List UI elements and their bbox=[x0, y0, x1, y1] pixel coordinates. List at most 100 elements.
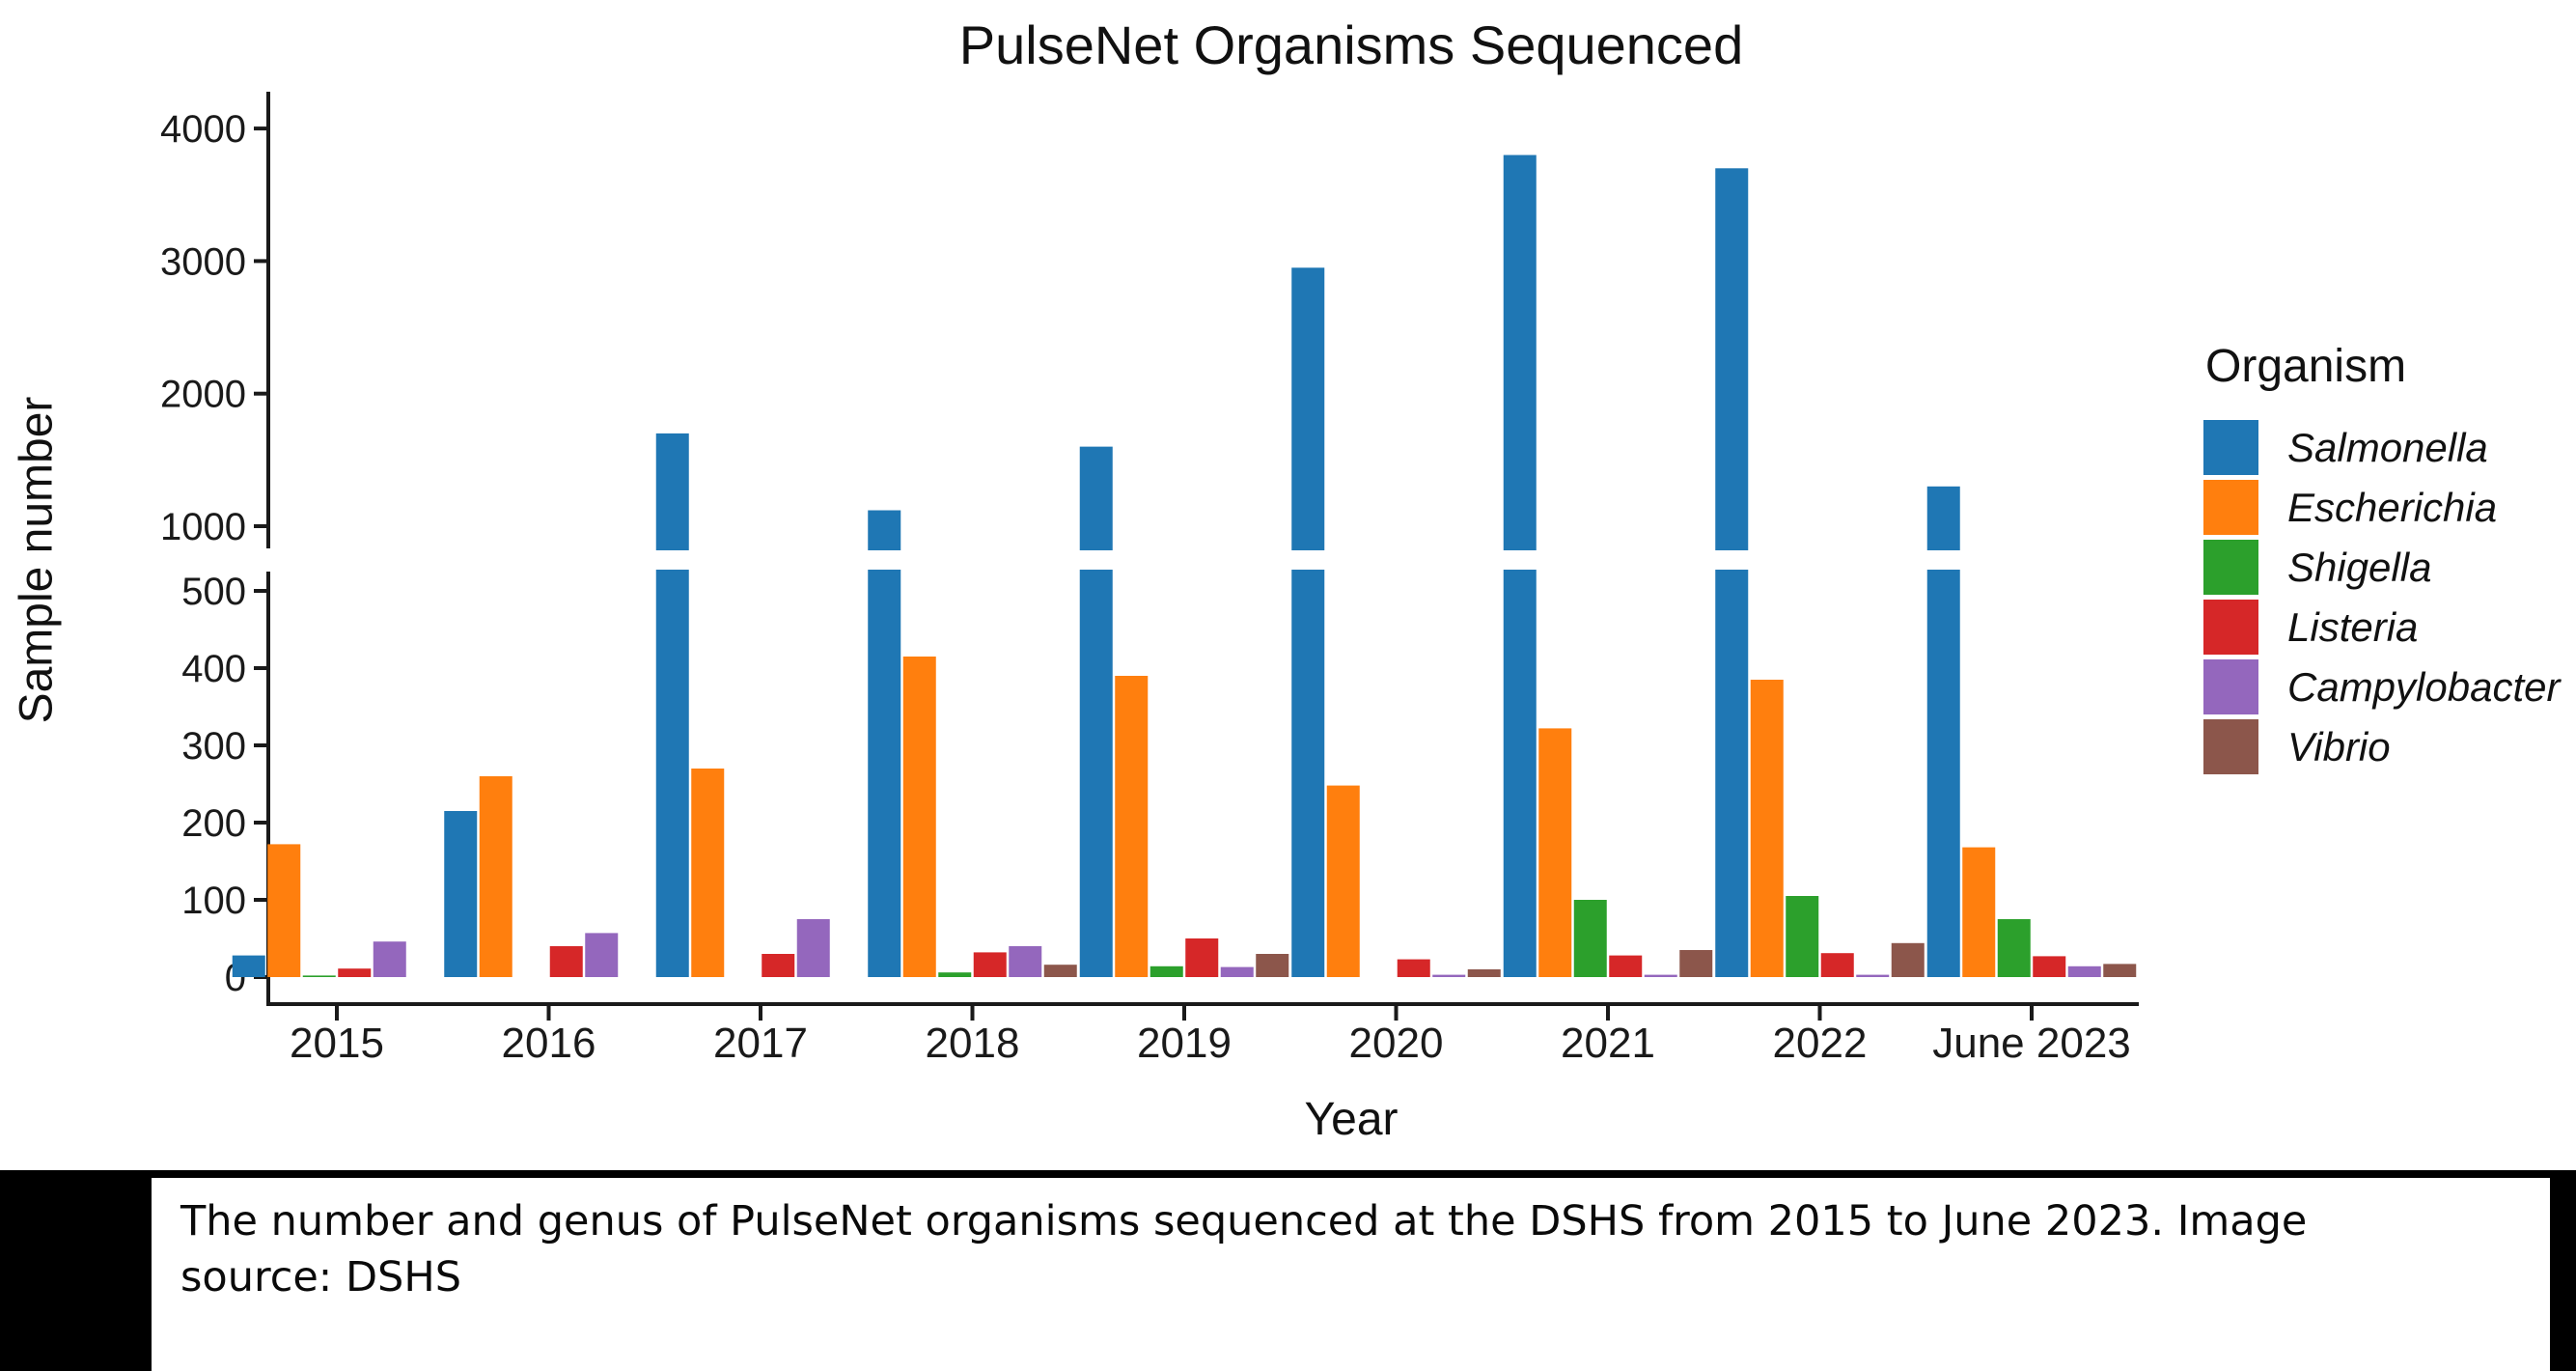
legend-label: Shigella bbox=[2287, 544, 2432, 590]
bar-escherichia-2022 bbox=[1750, 680, 1784, 977]
salmonella-swatch-icon bbox=[2203, 420, 2258, 475]
bar-campylobacter-2015 bbox=[373, 941, 406, 977]
y-tick-label: 3000 bbox=[160, 240, 246, 283]
escherichia-swatch-icon bbox=[2203, 480, 2258, 535]
bar-salmonella-2016 bbox=[444, 811, 478, 977]
bar-vibrio-2022 bbox=[1891, 942, 1925, 977]
legend-label: Vibrio bbox=[2287, 723, 2391, 769]
bar-shigella-2015 bbox=[302, 975, 336, 977]
bar-escherichia-2015 bbox=[267, 844, 301, 977]
bar-salmonella-2021-upper bbox=[1503, 154, 1537, 550]
bar-listeria-2016 bbox=[549, 946, 583, 977]
bar-escherichia-2018 bbox=[902, 657, 936, 977]
bar-campylobacter-2016 bbox=[585, 933, 619, 977]
bar-listeria-2021 bbox=[1609, 955, 1643, 977]
x-tick-label: June 2023 bbox=[1932, 1020, 2131, 1067]
bar-listeria-2020 bbox=[1397, 959, 1430, 977]
bar-salmonella-2015 bbox=[232, 955, 265, 977]
chart-title: PulseNet Organisms Sequenced bbox=[958, 14, 1744, 75]
bar-salmonella-2022-lower bbox=[1715, 570, 1749, 977]
y-axis-title: Sample number bbox=[11, 396, 63, 724]
bar-listeria-june-2023 bbox=[2033, 956, 2066, 977]
legend-list: Salmonella Escherichia Shigella Listeria… bbox=[2203, 420, 2570, 774]
shigella-swatch-icon bbox=[2203, 540, 2258, 595]
bar-salmonella-2019-upper bbox=[1079, 446, 1113, 550]
y-tick-label: 1000 bbox=[160, 506, 246, 548]
bar-salmonella-2017-lower bbox=[655, 570, 689, 977]
x-axis-title: Year bbox=[1304, 1094, 1399, 1145]
bar-salmonella-2019-lower bbox=[1079, 570, 1113, 977]
y-tick-label: 4000 bbox=[160, 108, 246, 151]
bar-campylobacter-2022 bbox=[1856, 974, 1890, 977]
bar-salmonella-2020-lower bbox=[1291, 570, 1325, 977]
bar-listeria-2019 bbox=[1185, 938, 1219, 977]
bar-vibrio-2018 bbox=[1043, 965, 1077, 977]
caption-text: The number and genus of PulseNet organis… bbox=[180, 1193, 2478, 1305]
bar-salmonella-2018-lower bbox=[868, 570, 901, 977]
legend-label: Listeria bbox=[2287, 603, 2419, 650]
legend-label: Salmonella bbox=[2287, 424, 2488, 470]
bar-shigella-2021 bbox=[1573, 900, 1607, 977]
y-tick-label: 400 bbox=[181, 648, 246, 690]
y-tick-label: 500 bbox=[181, 571, 246, 613]
bar-escherichia-2016 bbox=[479, 776, 512, 977]
y-tick-label: 2000 bbox=[160, 374, 246, 416]
campylobacter-swatch-icon bbox=[2203, 659, 2258, 714]
x-tick-label: 2016 bbox=[502, 1020, 596, 1067]
x-tick-label: 2022 bbox=[1773, 1020, 1868, 1067]
x-tick-label: 2015 bbox=[290, 1020, 384, 1067]
legend-title: Organism bbox=[2205, 341, 2407, 392]
bar-campylobacter-2021 bbox=[1644, 974, 1677, 977]
bar-escherichia-2017 bbox=[691, 769, 725, 977]
x-tick-label: 2019 bbox=[1137, 1020, 1232, 1067]
legend-item-listeria: Listeria bbox=[2203, 600, 2570, 655]
legend-item-escherichia: Escherichia bbox=[2203, 480, 2570, 535]
bar-listeria-2015 bbox=[338, 968, 372, 977]
x-tick-label: 2020 bbox=[1349, 1020, 1444, 1067]
legend-item-campylobacter: Campylobacter bbox=[2203, 659, 2570, 714]
y-tick-label: 100 bbox=[181, 880, 246, 922]
bar-vibrio-2019 bbox=[1256, 954, 1289, 977]
bar-escherichia-june-2023 bbox=[1962, 847, 1996, 977]
legend-item-shigella: Shigella bbox=[2203, 540, 2570, 595]
x-tick-label: 2021 bbox=[1561, 1020, 1655, 1067]
bar-shigella-june-2023 bbox=[1997, 919, 2031, 977]
bar-campylobacter-2017 bbox=[796, 919, 830, 977]
bar-vibrio-2020 bbox=[1467, 969, 1501, 977]
bar-escherichia-2020 bbox=[1326, 785, 1360, 977]
x-tick-label: 2018 bbox=[926, 1020, 1020, 1067]
bar-campylobacter-2020 bbox=[1432, 974, 1466, 977]
bar-shigella-2018 bbox=[938, 972, 972, 977]
bar-shigella-2019 bbox=[1150, 965, 1183, 977]
caption-line-2: source: DSHS bbox=[180, 1253, 461, 1301]
legend-item-vibrio: Vibrio bbox=[2203, 719, 2570, 774]
legend: Organism Salmonella Escherichia Shigella… bbox=[2203, 340, 2570, 779]
bar-listeria-2018 bbox=[973, 952, 1007, 977]
caption-block: The number and genus of PulseNet organis… bbox=[0, 1170, 2576, 1371]
bar-salmonella-june-2023-lower bbox=[1926, 570, 1960, 977]
bar-shigella-2022 bbox=[1786, 896, 1819, 977]
bar-escherichia-2021 bbox=[1538, 728, 1572, 977]
vibrio-swatch-icon bbox=[2203, 719, 2258, 774]
y-tick-label: 300 bbox=[181, 725, 246, 768]
bar-campylobacter-2018 bbox=[1009, 946, 1042, 977]
x-tick-label: 2017 bbox=[713, 1020, 808, 1067]
bar-listeria-2017 bbox=[762, 954, 795, 977]
bar-vibrio-june-2023 bbox=[2103, 964, 2137, 977]
y-tick-label: 200 bbox=[181, 802, 246, 845]
bar-salmonella-2020-upper bbox=[1291, 267, 1325, 550]
legend-item-salmonella: Salmonella bbox=[2203, 420, 2570, 475]
bar-salmonella-june-2023-upper bbox=[1926, 486, 1960, 550]
bar-escherichia-2019 bbox=[1115, 676, 1149, 977]
listeria-swatch-icon bbox=[2203, 600, 2258, 655]
caption-line-1: The number and genus of PulseNet organis… bbox=[180, 1197, 2308, 1245]
bar-salmonella-2021-lower bbox=[1503, 570, 1537, 977]
legend-label: Escherichia bbox=[2287, 484, 2498, 530]
bar-campylobacter-june-2023 bbox=[2067, 965, 2101, 977]
bar-campylobacter-2019 bbox=[1220, 966, 1254, 977]
legend-label: Campylobacter bbox=[2287, 663, 2561, 710]
caption-box: The number and genus of PulseNet organis… bbox=[152, 1178, 2550, 1371]
bar-salmonella-2022-upper bbox=[1715, 168, 1749, 551]
